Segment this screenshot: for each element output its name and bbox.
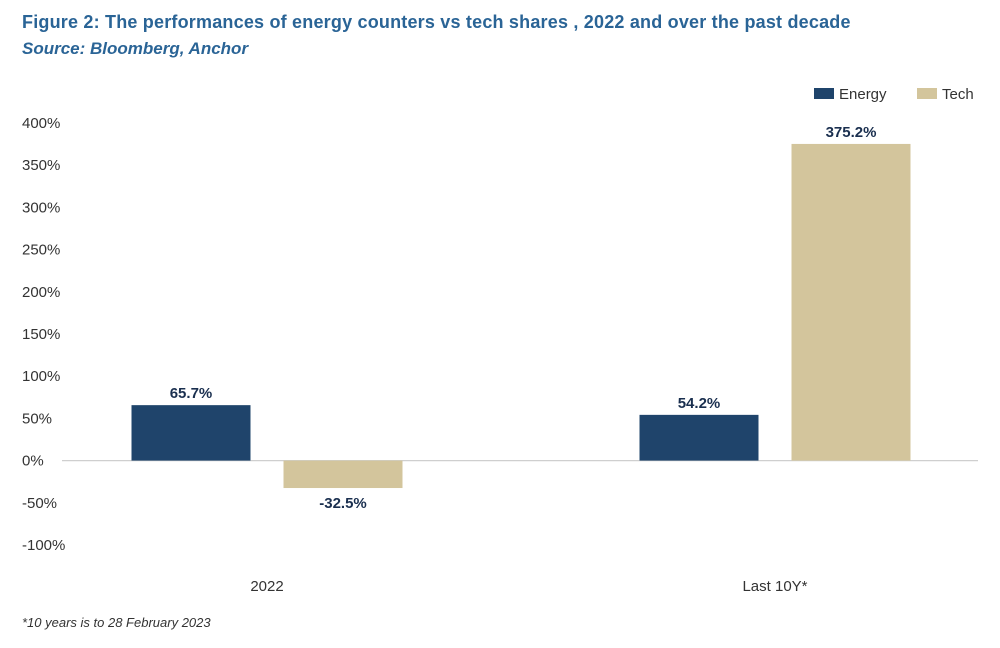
y-tick-label: 50% bbox=[22, 410, 52, 427]
legend-label-tech: Tech bbox=[942, 86, 974, 103]
y-tick-label: -50% bbox=[22, 495, 57, 512]
bar-tech-last-10y bbox=[791, 143, 911, 461]
data-label: 375.2% bbox=[826, 124, 877, 141]
footnote: *10 years is to 28 February 2023 bbox=[22, 615, 211, 630]
y-tick-label: 100% bbox=[22, 368, 60, 385]
chart-source: Source: Bloomberg, Anchor bbox=[22, 39, 249, 58]
data-label: -32.5% bbox=[319, 495, 367, 512]
category-labels: 2022 Last 10Y* bbox=[250, 578, 807, 595]
y-tick-label: 150% bbox=[22, 326, 60, 343]
y-tick-label: 250% bbox=[22, 242, 60, 259]
chart-title: Figure 2: The performances of energy cou… bbox=[22, 12, 851, 32]
y-tick-label: 0% bbox=[22, 453, 44, 470]
bar-tech-2022 bbox=[283, 460, 403, 489]
bar-energy-last-10y bbox=[639, 414, 759, 461]
data-label: 65.7% bbox=[170, 385, 213, 402]
bar-energy-2022 bbox=[131, 405, 251, 461]
category-label: Last 10Y* bbox=[742, 578, 807, 595]
legend: Energy Tech bbox=[814, 86, 974, 103]
y-tick-label: 300% bbox=[22, 199, 60, 216]
y-axis-ticks: 400% 350% 300% 250% 200% 150% 100% 50% 0% -50% -10… bbox=[22, 115, 65, 554]
category-label: 2022 bbox=[250, 578, 283, 595]
y-tick-label: 400% bbox=[22, 115, 60, 132]
y-tick-label: 350% bbox=[22, 157, 60, 174]
y-tick-label: -100% bbox=[22, 537, 65, 554]
y-tick-label: 200% bbox=[22, 284, 60, 301]
bars bbox=[131, 143, 911, 489]
legend-swatch-tech bbox=[917, 88, 937, 99]
data-labels: 65.7% -32.5% 54.2% 375.2% bbox=[170, 124, 877, 512]
data-label: 54.2% bbox=[678, 395, 721, 412]
legend-label-energy: Energy bbox=[839, 86, 887, 103]
legend-swatch-energy bbox=[814, 88, 834, 99]
